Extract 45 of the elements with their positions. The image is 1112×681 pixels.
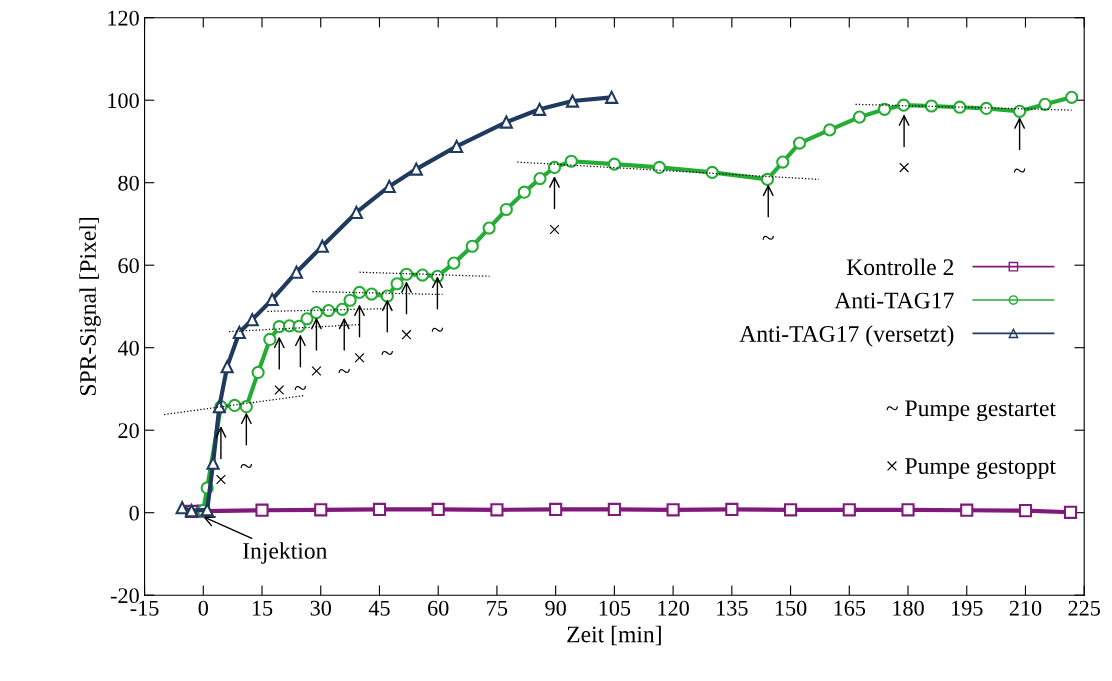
y-tick-label: 20 [118, 423, 139, 439]
annotation: ~ [294, 385, 307, 390]
annotation: × Pumpe gestoppt [887, 458, 1056, 479]
legend-label: Anti-TAG17 (versetzt) [739, 325, 954, 347]
x-tick-label: 90 [545, 600, 566, 616]
annotation: × [274, 385, 285, 395]
annotation: ~ [338, 369, 350, 374]
annotation: × [899, 162, 909, 173]
x-tick-label: 120 [658, 600, 689, 616]
annotation: × [216, 474, 226, 485]
x-tick-label: 180 [893, 600, 924, 616]
annotation: ~ [431, 327, 444, 332]
y-tick-label: 120 [108, 10, 139, 26]
annotation: × [354, 352, 365, 363]
x-tick-label: 225 [1068, 600, 1100, 616]
annotation: Injektion [243, 542, 328, 564]
annotation: ~ Pumpe gestartet [886, 400, 1056, 422]
x-tick-label: 30 [310, 600, 332, 616]
x-tick-label: 150 [775, 600, 807, 616]
annotation: ~ [240, 463, 253, 468]
x-axis-title: Zeit [min] [567, 625, 661, 646]
legend-label: Kontrolle 2 [846, 258, 954, 276]
y-tick-label: 0 [129, 505, 139, 521]
y-tick-label: 60 [118, 258, 139, 274]
y-axis-title: SPR-Signal [Pixel] [79, 218, 101, 396]
x-tick-label: 195 [952, 600, 983, 616]
annotation: ~ [381, 350, 394, 355]
y-tick-label: 100 [108, 93, 139, 109]
x-tick-label: 60 [428, 600, 449, 616]
x-tick-label: 105 [599, 600, 631, 616]
annotation: × [549, 224, 560, 235]
x-tick-label: 210 [1009, 600, 1042, 616]
legend-label: Anti-TAG17 [834, 292, 954, 309]
annotation: ~ [762, 235, 774, 240]
x-tick-label: 15 [252, 600, 273, 616]
x-tick-label: 0 [198, 600, 208, 616]
annotation: ~ [1013, 168, 1026, 173]
x-tick-label: 135 [717, 600, 748, 616]
annotation: × [311, 366, 322, 376]
x-tick-label: 165 [834, 600, 866, 616]
x-tick-label: 45 [368, 600, 390, 616]
y-tick-label: 80 [118, 175, 139, 191]
annotation: × [401, 329, 412, 340]
y-tick-label: 40 [117, 340, 139, 356]
x-tick-label: 75 [487, 600, 508, 616]
